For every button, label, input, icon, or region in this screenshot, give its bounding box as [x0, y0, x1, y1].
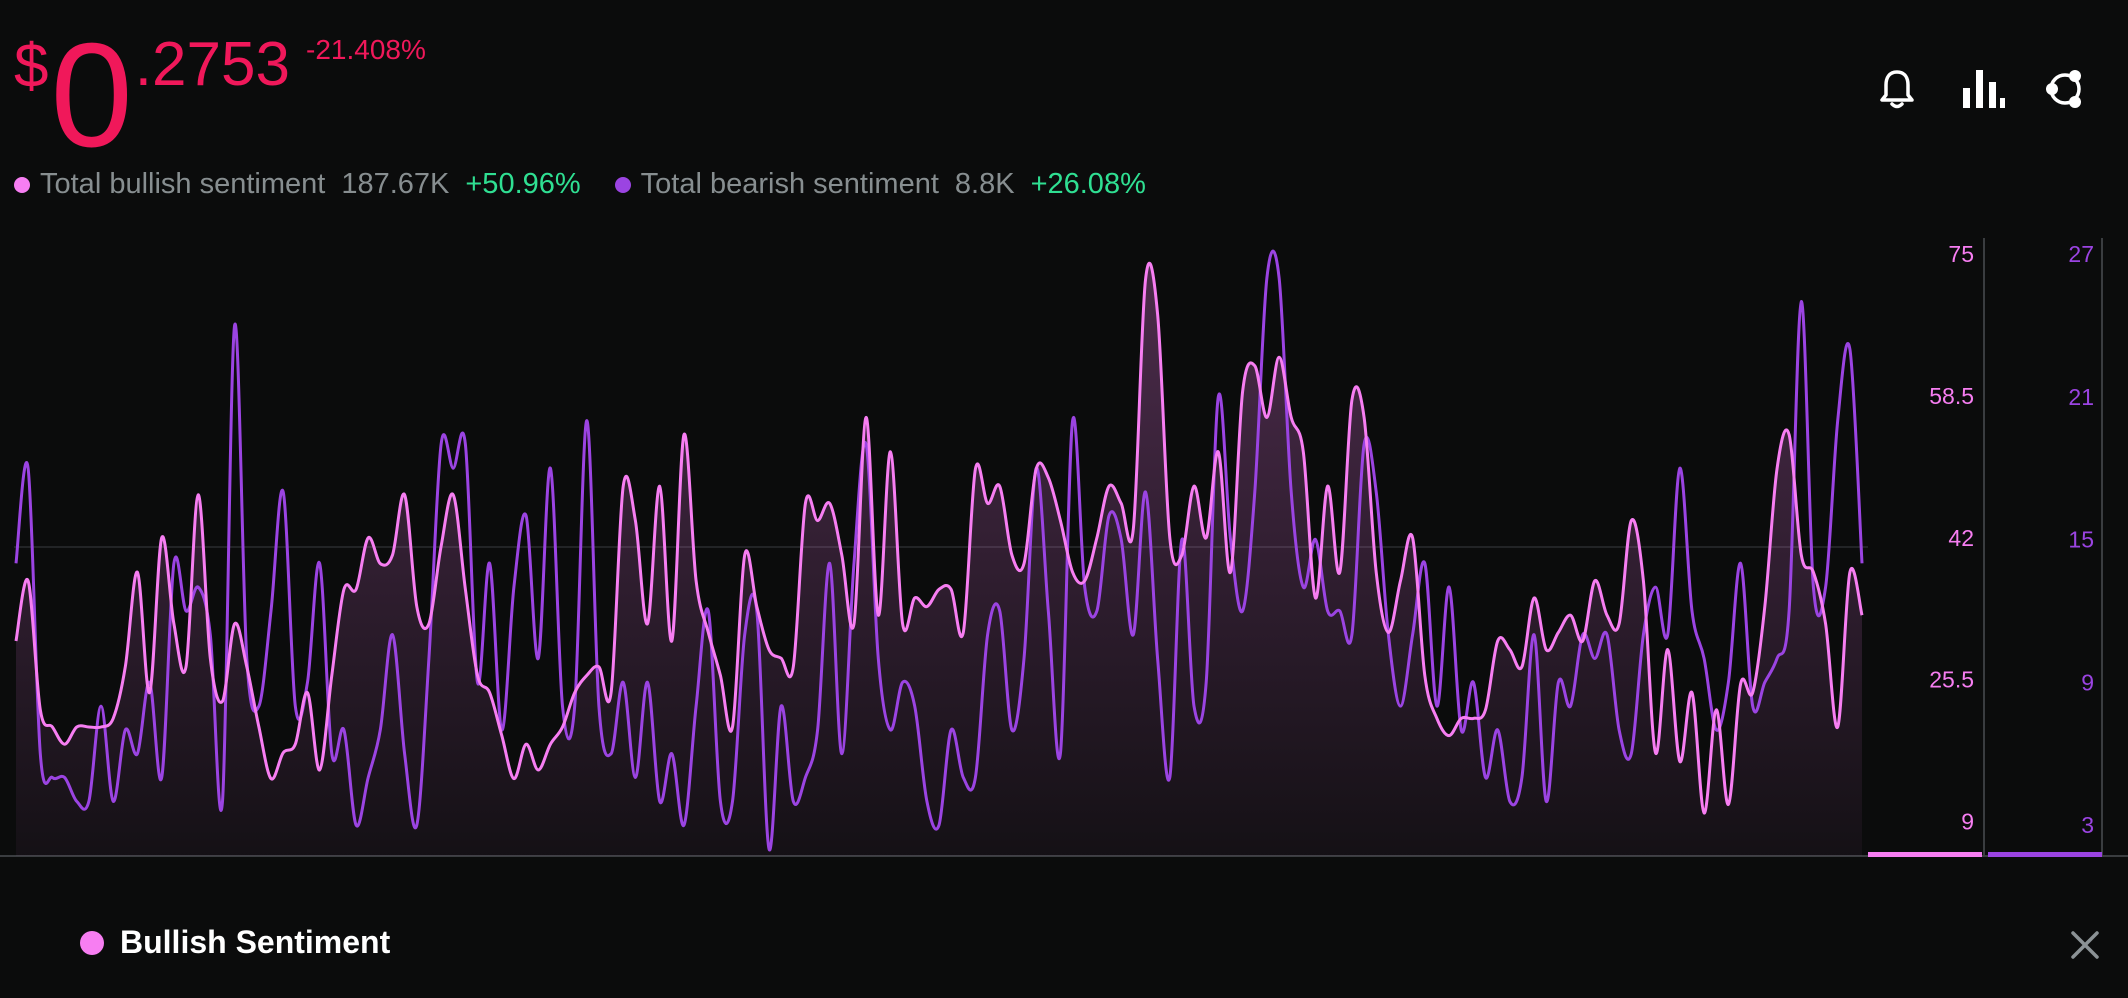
price-integer: 0 [50, 13, 132, 178]
legend-bearish[interactable]: Total bearish sentiment 8.8K +26.08% [614, 168, 1146, 201]
sentiment-legend: Total bullish sentiment 187.67K +50.96% … [14, 168, 1180, 201]
toolbar-icons [1872, 64, 2090, 114]
price-display: $ 0 .2753 [14, 22, 290, 170]
right-axis-tick-label: 15 [2068, 527, 2094, 553]
legend-bearish-label: Total bearish sentiment [640, 168, 939, 200]
left-axis-tick-label: 9 [1961, 809, 1974, 835]
legend-bullish[interactable]: Total bullish sentiment 187.67K +50.96% [14, 168, 581, 201]
left-axis-tick-label: 75 [1948, 241, 1974, 267]
selected-series: Bullish Sentiment [80, 924, 390, 961]
bullish-series-line[interactable] [14, 261, 1864, 815]
right-axis-tick-label: 9 [2081, 669, 2094, 695]
left-axis-tick-label: 25.5 [1929, 667, 1974, 693]
left-axis-marker [1868, 852, 1982, 857]
bullish-area [16, 263, 1862, 856]
close-icon[interactable] [2068, 928, 2102, 962]
legend-bullish-value: 187.67K [341, 168, 450, 200]
right-axis-ticks: 3 9 15 21 27 [2068, 241, 2094, 838]
right-axis-marker [1988, 852, 2102, 857]
right-axis-tick-label: 3 [2081, 812, 2094, 838]
left-axis-tick-label: 58.5 [1929, 383, 1974, 409]
price-change: -21.408% [306, 34, 426, 65]
bearish-dot [614, 176, 631, 193]
legend-bearish-change: +26.08% [1030, 168, 1146, 200]
selected-series-label: Bullish Sentiment [120, 924, 391, 960]
bearish-series-line[interactable] [14, 249, 1864, 852]
left-axis-tick-label: 42 [1948, 525, 1974, 551]
sentiment-chart[interactable]: 9 25.5 42 58.5 75 3 9 15 21 27 [0, 232, 2128, 862]
selected-series-dot [80, 930, 104, 955]
legend-bullish-label: Total bullish sentiment [40, 168, 326, 200]
price-fraction: .2753 [134, 30, 290, 99]
right-axis-tick-label: 27 [2068, 241, 2094, 267]
bullish-dot [14, 176, 30, 193]
share-icon[interactable] [2040, 64, 2090, 114]
bell-icon[interactable] [1872, 64, 1922, 114]
price-currency: $ [14, 32, 49, 101]
legend-bearish-value: 8.8K [954, 168, 1015, 200]
legend-bullish-change: +50.96% [465, 168, 581, 200]
right-axis-tick-label: 21 [2068, 384, 2094, 410]
bar-chart-icon[interactable] [1956, 64, 2006, 114]
left-axis-ticks: 9 25.5 42 58.5 75 [1929, 241, 1974, 835]
